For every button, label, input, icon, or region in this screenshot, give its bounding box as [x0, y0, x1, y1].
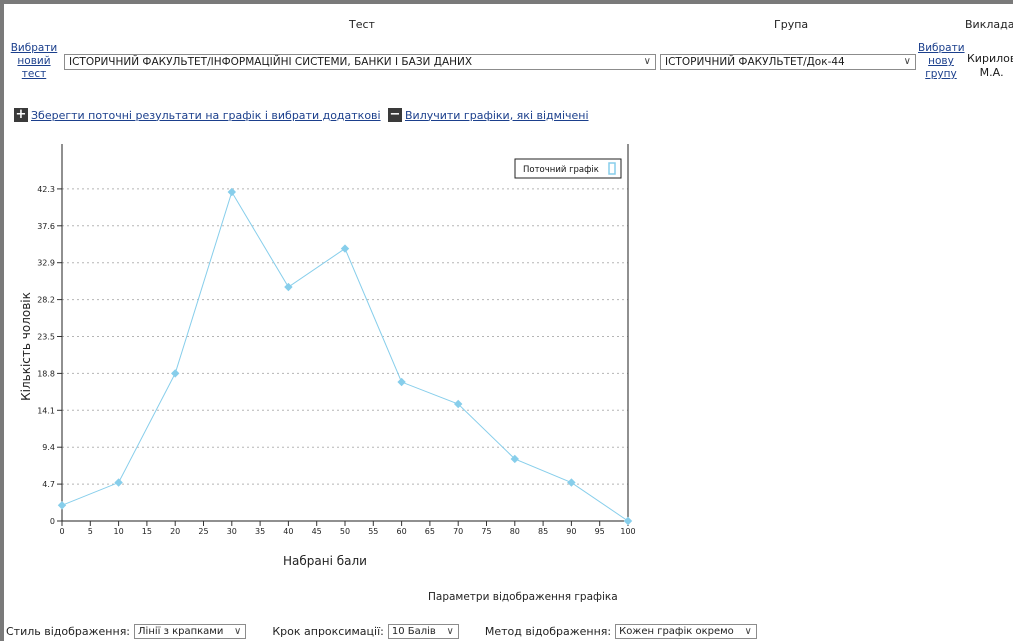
chevron-down-icon: ∨ — [234, 626, 242, 637]
y-tick-label: 28.2 — [37, 296, 55, 305]
pick-new-test-line3[interactable]: тест — [21, 68, 47, 80]
score-distribution-chart: 0 4.7 9.4 14.1 18.8 23.5 28.2 32.9 37.6 42.3 0 5 10 1… — [19, 144, 636, 568]
data-point — [284, 282, 293, 292]
group-select[interactable]: ІСТОРИЧНИЙ ФАКУЛЬТЕТ/Док-44 ∨ — [660, 54, 916, 70]
x-tick-label: 35 — [255, 527, 265, 536]
x-tick-label: 25 — [198, 527, 208, 536]
display-params-title: Параметри відображення графіка — [428, 591, 618, 603]
step-select[interactable]: 10 Балів ∨ — [387, 624, 459, 639]
data-point — [510, 454, 520, 464]
legend-swatch — [608, 162, 616, 175]
chevron-down-icon: ∨ — [643, 56, 651, 67]
remove-charts-label[interactable]: Вилучити графіки, які відмічені — [405, 108, 589, 122]
pick-new-group-link[interactable]: Вибрати нову групу — [918, 42, 965, 81]
window-frame-top — [0, 0, 1013, 4]
x-tick-label: 15 — [142, 527, 152, 536]
data-point — [227, 187, 237, 197]
data-point — [57, 501, 67, 510]
teacher-name-line2: М.А. — [979, 66, 1004, 79]
method-label: Метод відображення: — [484, 625, 612, 638]
style-label: Стиль відображення: — [6, 625, 131, 638]
x-tick-label: 60 — [397, 527, 407, 536]
display-params-row: Стиль відображення: Лінії з крапками ∨ К… — [6, 624, 783, 639]
x-tick-label: 30 — [227, 527, 237, 536]
y-tick-label: 14.1 — [37, 406, 55, 415]
x-tick-label: 40 — [283, 527, 293, 536]
save-results-label[interactable]: Зберегти поточні результати на графік і … — [31, 108, 381, 122]
pick-new-test-line2[interactable]: новий — [17, 55, 51, 67]
step-select-value: 10 Балів — [391, 626, 436, 637]
data-point — [397, 377, 406, 387]
y-tick-label: 9.4 — [42, 443, 55, 452]
x-tick-label: 65 — [425, 527, 435, 536]
teacher-column-header: Викладач — [965, 18, 1013, 31]
teacher-name: Кирилов М.А. — [967, 52, 1013, 80]
x-tick-label: 45 — [312, 527, 322, 536]
x-tick-label: 5 — [88, 527, 93, 536]
x-tick-label: 20 — [170, 527, 180, 536]
window-frame-left — [0, 0, 4, 641]
minus-icon: − — [388, 107, 402, 122]
pick-new-test-line1[interactable]: Вибрати — [10, 42, 58, 54]
test-select[interactable]: ІСТОРИЧНИЙ ФАКУЛЬТЕТ/ІНФОРМАЦІЙНІ СИСТЕМ… — [64, 54, 656, 70]
step-label: Крок апроксимації: — [272, 625, 384, 638]
y-tick-label: 37.6 — [37, 222, 55, 231]
style-select[interactable]: Лінії з крапками ∨ — [134, 624, 247, 639]
data-point — [623, 516, 633, 526]
style-select-value: Лінії з крапками — [138, 626, 224, 637]
test-select-value: ІСТОРИЧНИЙ ФАКУЛЬТЕТ/ІНФОРМАЦІЙНІ СИСТЕМ… — [69, 56, 473, 68]
remove-charts-button[interactable]: − Вилучити графіки, які відмічені — [388, 108, 589, 122]
x-tick-label: 50 — [340, 527, 350, 536]
chevron-down-icon: ∨ — [446, 626, 454, 637]
x-tick-label: 70 — [453, 527, 463, 536]
pick-new-group-line3[interactable]: групу — [925, 68, 957, 80]
y-tick-label: 0 — [50, 517, 55, 526]
x-axis-label: Набрані бали — [283, 554, 367, 568]
pick-new-group-line2[interactable]: нову — [928, 55, 954, 67]
x-tick-label: 85 — [538, 527, 548, 536]
data-point — [567, 478, 576, 487]
x-tick-label: 80 — [510, 527, 520, 536]
method-select-value: Кожен графік окремо — [619, 626, 734, 637]
x-tick-label: 55 — [368, 527, 378, 536]
series-line — [61, 190, 629, 522]
x-tick-label: 90 — [566, 527, 576, 536]
x-tick-label: 95 — [595, 527, 605, 536]
y-axis-label: Кількість чоловік — [19, 292, 33, 401]
chevron-down-icon: ∨ — [744, 626, 752, 637]
y-tick-label: 4.7 — [42, 480, 55, 489]
pick-new-test-link[interactable]: Вибрати новий тест — [6, 42, 62, 81]
x-tick-label: 100 — [620, 527, 635, 536]
data-point — [340, 244, 350, 253]
legend-label: Поточний графік — [523, 165, 599, 175]
y-tick-label: 32.9 — [37, 259, 55, 268]
legend-box — [514, 158, 622, 179]
x-tick-label: 0 — [59, 527, 64, 536]
y-tick-label: 42.3 — [37, 185, 55, 194]
data-point — [453, 399, 463, 409]
y-tick-label: 18.8 — [37, 369, 55, 378]
data-point — [170, 369, 180, 378]
method-select[interactable]: Кожен графік окремо ∨ — [615, 624, 757, 639]
plus-icon: + — [14, 107, 28, 122]
data-point — [114, 478, 123, 487]
save-results-button[interactable]: + Зберегти поточні результати на графік … — [14, 108, 381, 122]
group-column-header: Група — [774, 18, 809, 31]
group-select-value: ІСТОРИЧНИЙ ФАКУЛЬТЕТ/Док-44 — [665, 56, 845, 68]
y-tick-label: 23.5 — [37, 333, 55, 342]
x-tick-label: 10 — [114, 527, 124, 536]
x-tick-label: 75 — [481, 527, 491, 536]
pick-new-group-line1[interactable]: Вибрати — [918, 42, 965, 54]
test-column-header: Тест — [349, 18, 375, 31]
chevron-down-icon: ∨ — [903, 56, 911, 67]
teacher-name-line1: Кирилов — [967, 52, 1013, 65]
